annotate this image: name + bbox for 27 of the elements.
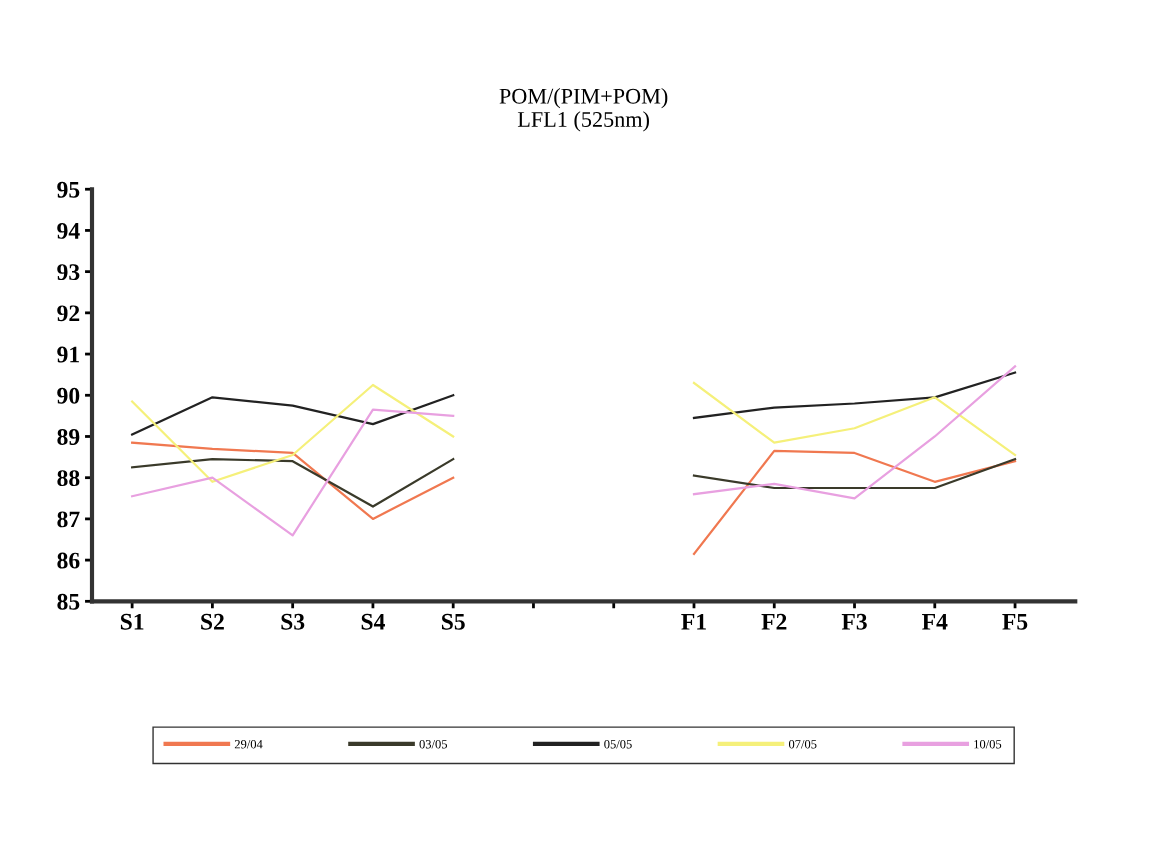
y-tick-label: 95 bbox=[57, 181, 80, 198]
y-tick-label: 87 bbox=[57, 511, 80, 528]
legend-label: 29/04 bbox=[234, 740, 263, 749]
chart-title: POM/(PIM+POM) LFL1 (525nm) bbox=[499, 88, 668, 132]
x-tick-label: F1 bbox=[681, 613, 706, 630]
y-tick-label: 93 bbox=[57, 264, 80, 281]
x-tick-label: F2 bbox=[761, 613, 787, 630]
legend-label: 10/05 bbox=[974, 740, 1002, 749]
x-tick-label: S3 bbox=[281, 613, 305, 630]
legend-label: 07/05 bbox=[788, 740, 817, 749]
legend-label: 03/05 bbox=[419, 740, 448, 749]
y-tick-label: 88 bbox=[57, 470, 80, 487]
legend-label: 05/05 bbox=[604, 740, 632, 749]
y-tick-label: 86 bbox=[57, 552, 80, 569]
y-tick-label: 94 bbox=[57, 222, 80, 239]
y-tick-label: 89 bbox=[57, 428, 80, 445]
y-tick-label: 90 bbox=[57, 387, 80, 404]
x-tick-label: F5 bbox=[1002, 614, 1028, 630]
x-tick-label: S4 bbox=[361, 613, 385, 630]
x-tick-label: S2 bbox=[201, 613, 224, 630]
x-tick-label: S5 bbox=[441, 613, 465, 630]
x-tick-label: F4 bbox=[922, 613, 948, 630]
y-tick-label: 85 bbox=[57, 593, 80, 610]
x-tick-label: S1 bbox=[120, 613, 144, 630]
y-tick-label: 92 bbox=[57, 305, 80, 322]
x-tick-label: F3 bbox=[841, 613, 867, 630]
y-tick-label: 91 bbox=[57, 346, 79, 363]
